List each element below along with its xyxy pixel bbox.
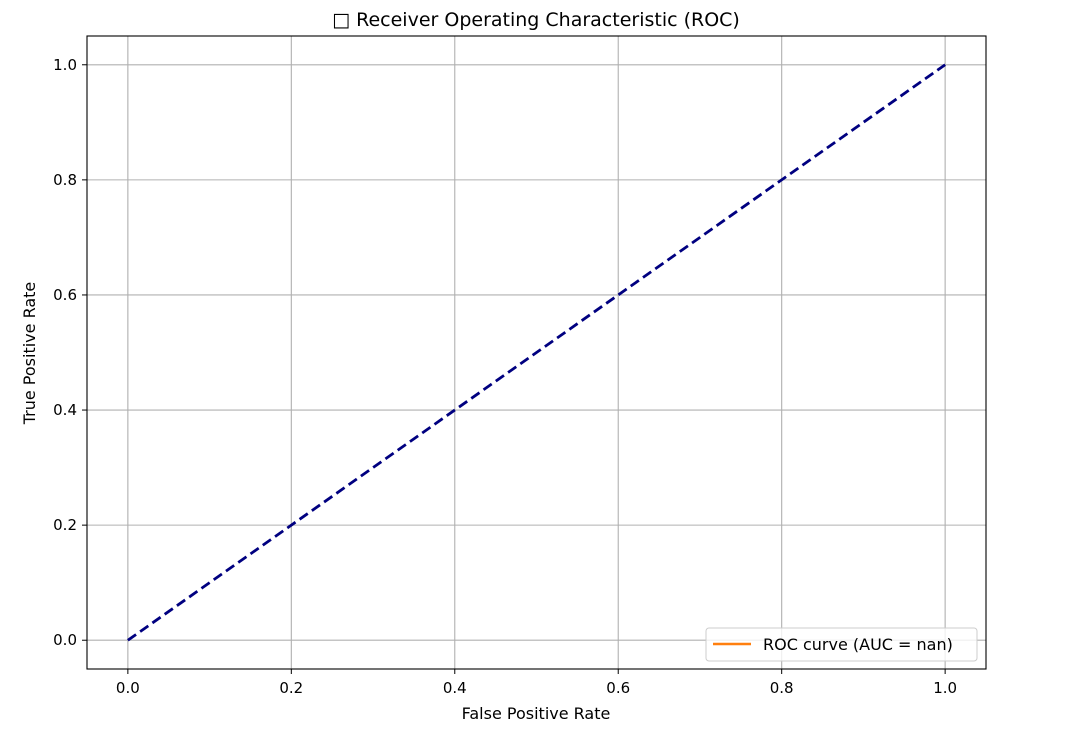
x-tick-label: 0.6 [606, 679, 630, 697]
x-axis-label: False Positive Rate [462, 704, 611, 723]
y-tick-label: 0.2 [53, 516, 77, 534]
x-tick-label: 0.4 [443, 679, 467, 697]
plot-frame [86, 35, 987, 670]
legend-label-roc-curve: ROC curve (AUC = nan) [763, 635, 953, 654]
chart-title: □ Receiver Operating Characteristic (ROC… [332, 9, 740, 31]
y-tick-label: 0.0 [53, 631, 77, 649]
x-tick-label: 0.8 [770, 679, 794, 697]
tick-layer: 0.0 0.2 0.4 0.6 0.8 1.0 0.0 0.2 0.4 0.6 0.8 1.0 [53, 56, 957, 697]
x-tick-label: 0.0 [116, 679, 140, 697]
grid-layer [87, 36, 986, 669]
y-tick-label: 0.6 [53, 286, 77, 304]
series-layer [127, 63, 946, 642]
legend: ROC curve (AUC = nan) [705, 627, 978, 662]
y-tick-label: 0.4 [53, 401, 77, 419]
x-tick-label: 1.0 [933, 679, 957, 697]
legend-box [705, 627, 978, 662]
y-tick-label: 1.0 [53, 56, 77, 74]
y-axis-label: True Positive Rate [20, 282, 39, 426]
y-tick-label: 0.8 [53, 171, 77, 189]
chance-diagonal-line [127, 63, 946, 642]
x-tick-label: 0.2 [279, 679, 303, 697]
